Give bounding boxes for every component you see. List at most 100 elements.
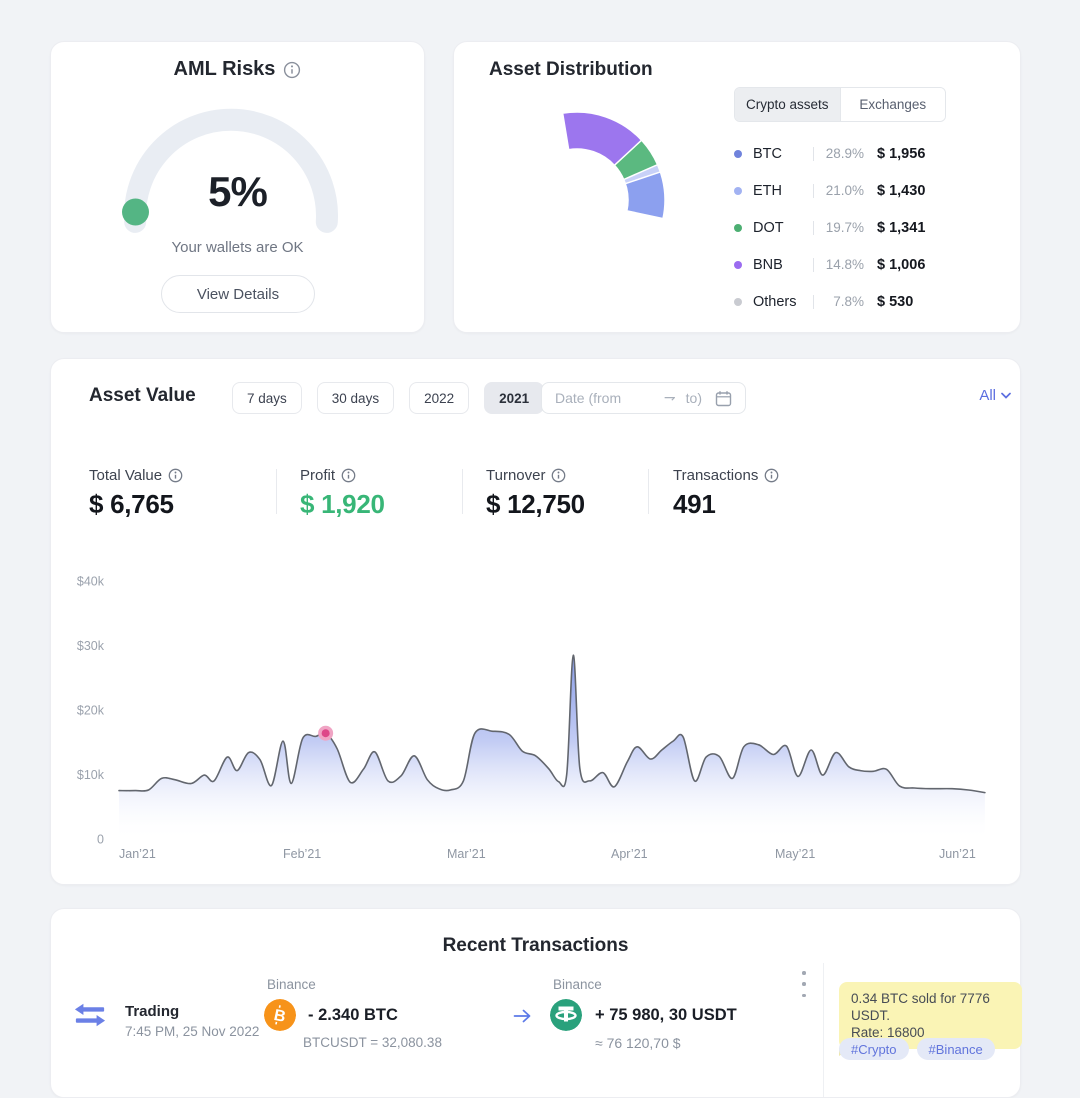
legend-value: $ 1,956 — [877, 145, 926, 162]
info-icon[interactable] — [341, 468, 356, 483]
tab-crypto-assets[interactable]: Crypto assets — [735, 88, 840, 121]
stat-separator — [462, 469, 463, 514]
legend-item-eth[interactable]: ETH 21.0% $ 1,430 — [734, 172, 946, 209]
stat-total-value: Total Value $ 6,765 — [89, 467, 183, 520]
kebab-menu-icon[interactable] — [796, 971, 812, 997]
tag-crypto[interactable]: #Crypto — [839, 1038, 909, 1060]
legend-color-dot — [734, 149, 742, 158]
info-icon[interactable] — [283, 61, 301, 79]
x-axis-tick: Jun’21 — [939, 847, 976, 861]
legend-divider — [813, 183, 814, 198]
stat-value: $ 1,920 — [300, 489, 385, 519]
legend-divider — [813, 257, 814, 272]
summary-stats: Total Value $ 6,765 Profit $ 1,920 Turnover $… — [51, 467, 1020, 519]
tether-icon — [550, 999, 582, 1031]
distribution-donut-chart — [561, 111, 666, 220]
from-exchange-label: Binance — [267, 977, 316, 992]
asset-value-chart: $40k $30k $20k $10k 0 Jan’21 Feb’21 Mar’21 Apr’2… — [77, 575, 986, 861]
legend-symbol: ETH — [753, 182, 782, 199]
legend-symbol: BNB — [753, 256, 783, 273]
transaction-tags: #Crypto #Binance — [839, 1038, 995, 1060]
to-exchange-label: Binance — [553, 977, 602, 992]
y-axis-tick: $10k — [77, 768, 105, 782]
legend-item-others[interactable]: Others 7.8% $ 530 — [734, 283, 946, 320]
legend-percent: 21.0% — [825, 183, 864, 198]
date-placeholder-from: Date (from — [555, 390, 622, 406]
y-axis-tick: $20k — [77, 704, 105, 718]
swap-trade-icon — [74, 1003, 106, 1027]
stat-label: Turnover — [486, 467, 546, 484]
transaction-datetime: 7:45 PM, 25 Nov 2022 — [125, 1024, 260, 1039]
to-amount: + 75 980, 30 USDT — [595, 1006, 737, 1024]
info-icon[interactable] — [551, 468, 566, 483]
legend-divider — [813, 294, 814, 309]
asset-value-title: Asset Value — [89, 385, 196, 406]
all-filter-dropdown[interactable]: All — [951, 387, 1011, 404]
legend-symbol: DOT — [753, 219, 784, 236]
asset-distribution-title: Asset Distribution — [489, 59, 653, 80]
transaction-type: Trading — [125, 1003, 180, 1020]
bitcoin-icon: B — [264, 999, 296, 1031]
legend-item-dot[interactable]: DOT 19.7% $ 1,341 — [734, 209, 946, 246]
stat-separator — [276, 469, 277, 514]
area-fill — [119, 655, 985, 839]
asset-distribution-card: Asset Distribution Crypto assets Exchange… — [453, 41, 1021, 333]
stat-profit: Profit $ 1,920 — [300, 467, 385, 520]
filter-2021[interactable]: 2021 — [484, 382, 545, 414]
all-filter-label: All — [979, 387, 996, 404]
date-range-input[interactable]: Date (from ⇁ to) — [541, 382, 746, 414]
filter-2022[interactable]: 2022 — [409, 382, 470, 414]
distribution-legend: BTC 28.9% $ 1,956 ETH 21.0% $ 1,430 DOT 19.7% $ … — [734, 135, 946, 320]
from-rate: BTCUSDT = 32,080.38 — [303, 1035, 442, 1050]
legend-value: $ 1,341 — [877, 219, 926, 236]
legend-percent: 28.9% — [825, 146, 864, 161]
chevron-down-icon — [1001, 392, 1011, 399]
aml-risks-title: AML Risks — [173, 58, 276, 80]
area-line — [118, 654, 986, 794]
legend-percent: 19.7% — [825, 220, 864, 235]
tag-binance[interactable]: #Binance — [916, 1038, 995, 1060]
legend-color-dot — [734, 297, 742, 306]
info-icon[interactable] — [168, 468, 183, 483]
aml-risks-card: AML Risks 5% Your wallets are OK View De… — [50, 41, 425, 333]
aml-risk-percent: 5% — [208, 168, 268, 215]
legend-value: $ 530 — [877, 293, 914, 310]
stat-label: Profit — [300, 467, 336, 484]
distribution-tabs: Crypto assets Exchanges — [734, 87, 946, 122]
date-placeholder-to: to) — [685, 390, 702, 406]
stat-separator — [648, 469, 649, 514]
stat-turnover: Turnover $ 12,750 — [486, 467, 585, 520]
legend-value: $ 1,006 — [877, 256, 926, 273]
info-icon[interactable] — [764, 468, 779, 483]
asset-value-card: Asset Value 7 days 30 days 2022 2021 Date (… — [50, 358, 1021, 885]
donut-segment-bnb — [561, 111, 643, 167]
view-details-button[interactable]: View Details — [161, 275, 315, 313]
tab-exchanges[interactable]: Exchanges — [839, 88, 945, 121]
y-axis-tick: $30k — [77, 639, 105, 653]
chart-marker-dot[interactable] — [321, 729, 330, 738]
x-axis-tick: May’21 — [775, 847, 815, 861]
y-axis-tick: $40k — [77, 575, 105, 589]
legend-item-bnb[interactable]: BNB 14.8% $ 1,006 — [734, 246, 946, 283]
legend-percent: 7.8% — [833, 294, 864, 309]
svg-text:B: B — [272, 1007, 287, 1026]
filter-30-days[interactable]: 30 days — [316, 382, 395, 414]
legend-color-dot — [734, 186, 742, 195]
gauge-track — [124, 108, 338, 233]
legend-symbol: BTC — [753, 145, 782, 162]
stat-value: $ 12,750 — [486, 489, 585, 519]
date-range-arrow: ⇁ — [663, 390, 676, 406]
calendar-icon — [715, 390, 732, 406]
legend-divider — [813, 146, 814, 161]
legend-item-btc[interactable]: BTC 28.9% $ 1,956 — [734, 135, 946, 172]
arrow-right-icon — [513, 1009, 531, 1023]
stat-label: Total Value — [89, 467, 163, 484]
stat-value: 491 — [673, 489, 716, 519]
stat-value: $ 6,765 — [89, 489, 174, 519]
aml-status-text: Your wallets are OK — [171, 239, 304, 256]
x-axis-tick: Feb’21 — [283, 847, 321, 861]
legend-color-dot — [734, 260, 742, 269]
filter-7-days[interactable]: 7 days — [232, 382, 302, 414]
legend-percent: 14.8% — [825, 257, 864, 272]
recent-transactions-title: Recent Transactions — [442, 935, 629, 956]
